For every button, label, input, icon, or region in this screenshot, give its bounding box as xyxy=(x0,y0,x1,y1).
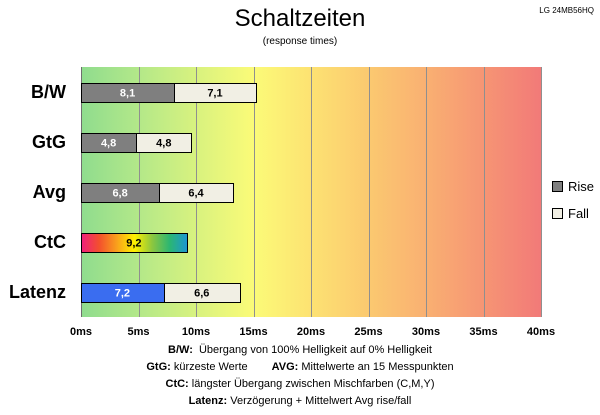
note-key: AVG: xyxy=(271,361,299,373)
note-text: Verzögerung + Mittelwert Avg rise/fall xyxy=(230,395,412,407)
monitor-model-label: LG 24MB56HQ xyxy=(539,6,594,15)
note-ctc: CtC: längster Übergang zwischen Mischfar… xyxy=(0,376,600,393)
category-label-avg: Avg xyxy=(33,182,66,202)
x-axis-tick-labels: 0ms 5ms 10ms 15ms 20ms 25ms 30ms 35ms 40ms xyxy=(70,326,555,338)
x-tick-label: 20ms xyxy=(297,326,325,338)
bar-fall-b-w xyxy=(174,83,257,103)
note-key: GtG: xyxy=(146,361,171,373)
data-label-rise-b-w: 8,1 xyxy=(120,88,135,100)
data-label-rise-latenz: 7,2 xyxy=(115,288,130,300)
chart-subtitle: (response times) xyxy=(262,36,338,47)
note-key: CtC: xyxy=(165,378,189,390)
note-bw: B/W: Übergang von 100% Helligkeit auf 0%… xyxy=(0,342,600,359)
x-tick-label: 5ms xyxy=(127,326,149,338)
footnotes: B/W: Übergang von 100% Helligkeit auf 0%… xyxy=(0,342,600,410)
legend: Rise Fall xyxy=(552,173,594,227)
note-latenz: Latenz: Verzögerung + Mittelwert Avg ris… xyxy=(0,393,600,410)
bar-fall-gtg xyxy=(136,133,192,153)
note-text: längster Übergang zwischen Mischfarben (… xyxy=(191,378,435,390)
x-tick-label: 0ms xyxy=(70,326,92,338)
category-label-latenz: Latenz xyxy=(9,282,66,302)
data-label-fall-b-w: 7,1 xyxy=(207,88,222,100)
data-label-rise-gtg: 4,8 xyxy=(101,138,116,150)
legend-item-fall: Fall xyxy=(552,200,594,227)
bar-fall-avg xyxy=(159,183,234,203)
legend-label-rise: Rise xyxy=(568,179,595,194)
category-label-ctc: CtC xyxy=(34,232,66,252)
x-tick-label: 10ms xyxy=(182,326,210,338)
note-text: kürzeste Werte xyxy=(173,361,248,373)
category-labels: B/W GtG Avg CtC Latenz xyxy=(9,82,66,302)
legend-label-fall: Fall xyxy=(568,206,589,221)
bar-fall-latenz xyxy=(164,283,241,303)
data-label-fall-latenz: 6,6 xyxy=(194,288,209,300)
legend-swatch-fall xyxy=(552,208,563,219)
note-key: B/W: xyxy=(168,344,193,356)
note-text: Mittelwerte an 15 Messpunkten xyxy=(301,361,454,373)
data-label-fall-gtg: 4,8 xyxy=(156,138,171,150)
note-text: Übergang von 100% Helligkeit auf 0% Hell… xyxy=(198,344,432,356)
x-tick-label: 25ms xyxy=(354,326,382,338)
note-gtg-avg: GtG: kürzeste Werte AVG: Mittelwerte an 1… xyxy=(0,359,600,376)
x-tick-label: 35ms xyxy=(469,326,497,338)
x-tick-label: 15ms xyxy=(239,326,267,338)
note-avg: AVG: Mittelwerte an 15 Messpunkten xyxy=(272,361,454,373)
x-tick-label: 40ms xyxy=(527,326,555,338)
bar-rise-ctc xyxy=(81,233,188,253)
bars xyxy=(81,83,257,303)
category-label-gtg: GtG xyxy=(32,132,66,152)
data-labels: 8,1 7,1 4,8 4,8 6,8 6,4 9,2 7,2 6,6 xyxy=(101,88,223,300)
category-label-b-w: B/W xyxy=(31,82,66,102)
note-key: Latenz: xyxy=(188,395,228,407)
data-label-fall-avg: 6,4 xyxy=(188,188,204,200)
chart-title: Schaltzeiten xyxy=(234,5,366,32)
data-label-rise-avg: 6,8 xyxy=(112,188,127,200)
legend-item-rise: Rise xyxy=(552,173,594,200)
data-label-rise-ctc: 9,2 xyxy=(126,238,141,250)
legend-swatch-rise xyxy=(552,181,563,192)
x-tick-label: 30ms xyxy=(412,326,440,338)
